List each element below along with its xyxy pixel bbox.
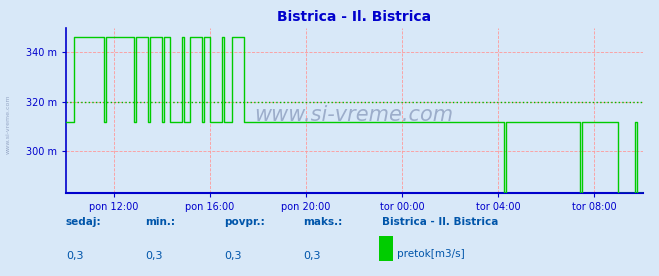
Text: maks.:: maks.:: [303, 217, 343, 227]
Text: 0,3: 0,3: [303, 251, 321, 261]
Text: www.si-vreme.com: www.si-vreme.com: [254, 105, 454, 125]
Title: Bistrica - Il. Bistrica: Bistrica - Il. Bistrica: [277, 10, 431, 24]
Text: 0,3: 0,3: [66, 251, 84, 261]
Text: Bistrica - Il. Bistrica: Bistrica - Il. Bistrica: [382, 217, 499, 227]
Text: 0,3: 0,3: [224, 251, 242, 261]
Text: 0,3: 0,3: [145, 251, 163, 261]
Text: www.si-vreme.com: www.si-vreme.com: [5, 94, 11, 154]
Text: pretok[m3/s]: pretok[m3/s]: [397, 249, 465, 259]
Text: sedaj:: sedaj:: [66, 217, 101, 227]
Text: povpr.:: povpr.:: [224, 217, 265, 227]
Text: min.:: min.:: [145, 217, 175, 227]
